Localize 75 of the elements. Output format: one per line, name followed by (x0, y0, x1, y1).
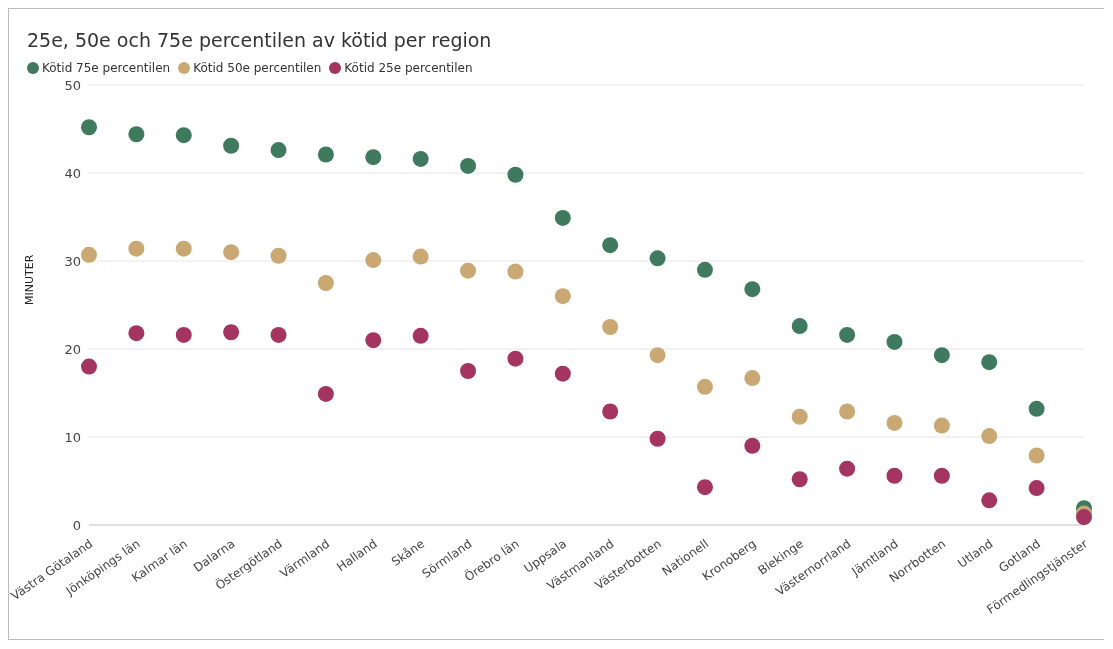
point (602, 237, 619, 254)
point (981, 492, 998, 509)
point (317, 275, 334, 291)
point (696, 261, 713, 278)
point (412, 327, 429, 344)
point (649, 250, 666, 267)
point (602, 403, 619, 420)
y-tick-label: 0 (72, 517, 81, 533)
point (1028, 400, 1045, 417)
point (696, 479, 713, 496)
point (649, 430, 666, 447)
point (175, 240, 192, 257)
legend-label: Kötid 50e percentilen (192, 61, 322, 75)
point (886, 467, 903, 484)
point (981, 354, 998, 371)
point (839, 460, 856, 477)
point (128, 126, 145, 143)
point (412, 150, 429, 167)
point (791, 408, 808, 425)
legend-label: Kötid 25e percentilen (343, 61, 473, 75)
point (507, 263, 524, 280)
y-tick-label: 20 (64, 341, 81, 357)
point (270, 142, 287, 159)
point (791, 471, 808, 488)
point (791, 318, 808, 335)
point (744, 370, 761, 387)
point (933, 467, 950, 484)
point (365, 332, 382, 349)
point (839, 326, 856, 343)
point (1028, 480, 1045, 497)
point (223, 137, 240, 154)
point (886, 333, 903, 350)
point (507, 166, 524, 183)
point (744, 437, 761, 454)
point (602, 319, 619, 335)
point (317, 146, 334, 163)
legend-label: Kötid 75e percentilen (41, 61, 171, 75)
point (81, 358, 97, 375)
point (81, 246, 97, 263)
point (933, 417, 950, 434)
point (365, 149, 382, 166)
point (128, 240, 145, 257)
point (175, 326, 192, 343)
y-tick-label: 10 (64, 429, 81, 445)
point (223, 244, 240, 261)
point (933, 347, 950, 364)
point (554, 365, 571, 382)
point (744, 281, 761, 298)
point (412, 248, 429, 265)
chart-title: 25e, 50e och 75e percentilen av kötid per region (26, 28, 493, 51)
point (317, 385, 334, 402)
point (460, 157, 477, 174)
y-tick-label: 50 (64, 77, 81, 93)
point (839, 403, 856, 420)
point (223, 324, 240, 341)
point (175, 127, 192, 144)
point (270, 247, 287, 264)
point (270, 326, 287, 343)
point (81, 119, 97, 136)
point (981, 428, 998, 445)
point (1028, 447, 1045, 464)
point (554, 288, 571, 305)
point (365, 252, 382, 269)
y-tick-label: 30 (64, 253, 81, 269)
point (128, 325, 145, 342)
point (507, 350, 524, 367)
point (1076, 509, 1092, 525)
y-tick-label: 40 (64, 165, 81, 181)
point (460, 262, 477, 279)
y-axis-title: MINUTER (22, 254, 36, 305)
point (696, 378, 713, 395)
point (649, 347, 666, 364)
point (554, 209, 571, 226)
point (460, 363, 477, 379)
point (886, 414, 903, 431)
